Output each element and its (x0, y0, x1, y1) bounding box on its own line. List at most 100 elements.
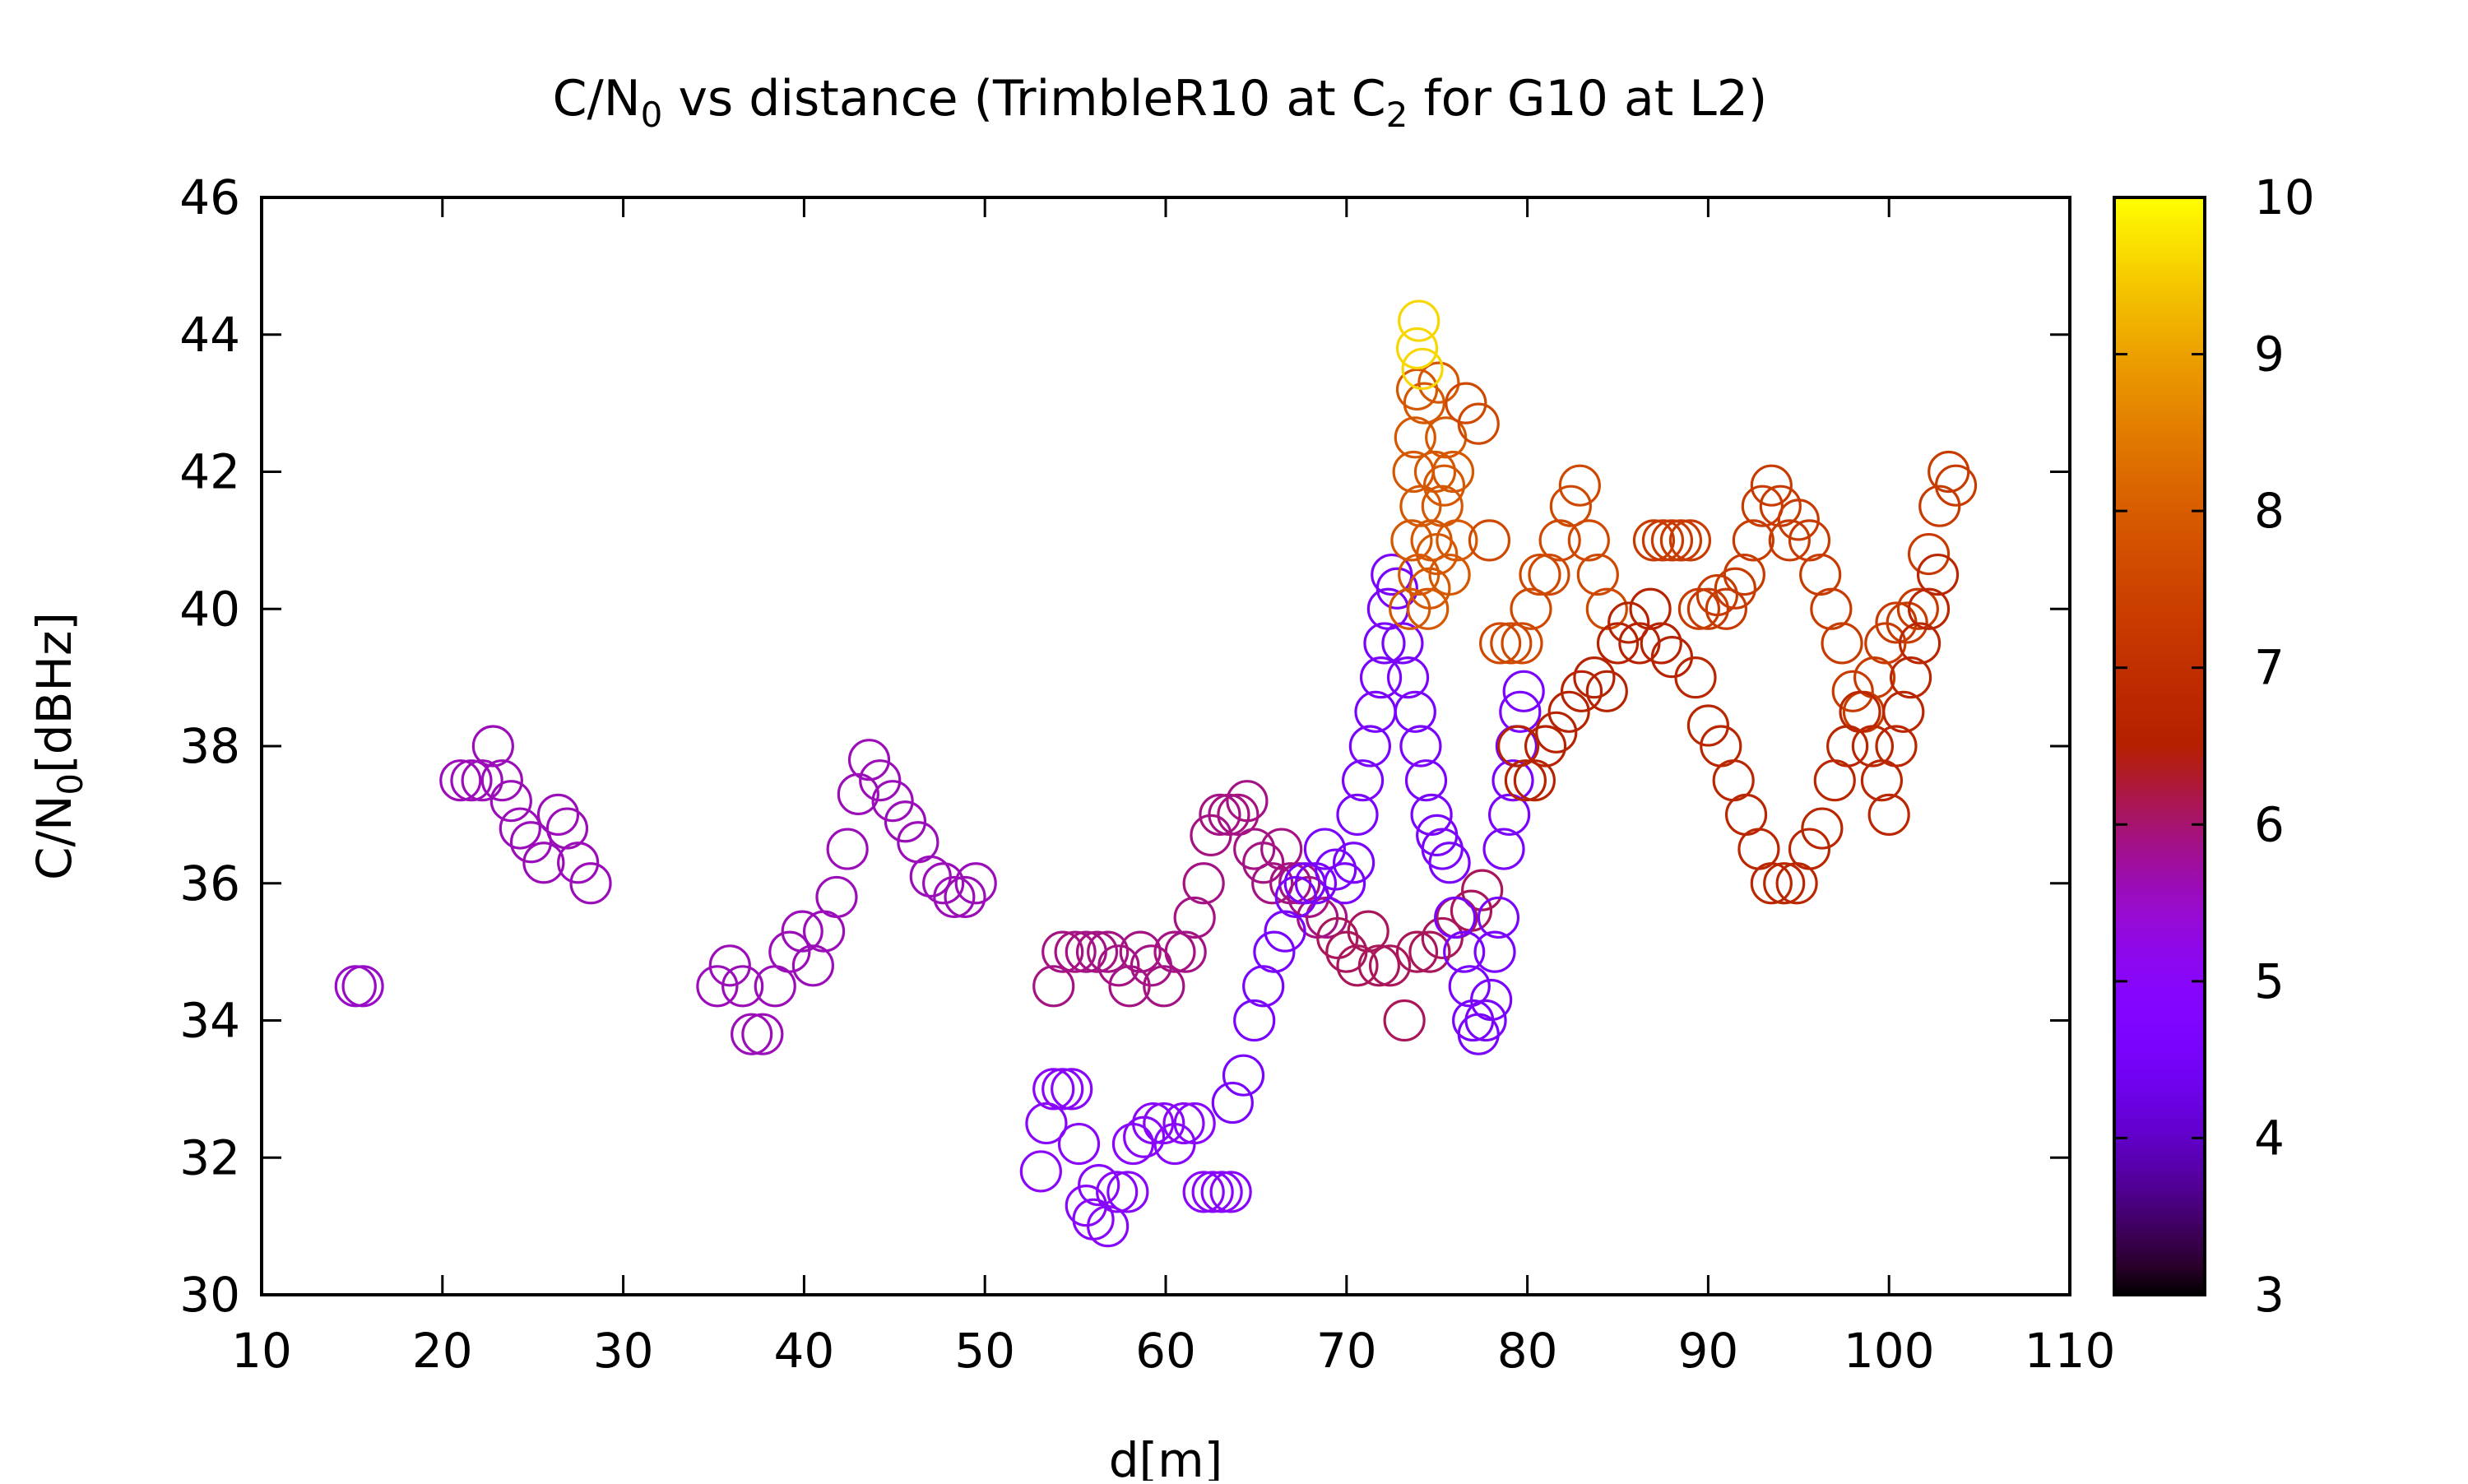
x-tick-label: 40 (773, 1323, 834, 1379)
data-point (837, 772, 879, 815)
x-tick-label: 80 (1497, 1323, 1558, 1379)
y-axis: 30 32 34 36 38 40 42 44 46 (179, 169, 2070, 1323)
data-point (1106, 1171, 1149, 1213)
data-point (1867, 793, 1910, 836)
data-point (731, 1013, 773, 1055)
data-point (1473, 930, 1516, 973)
data-point (1363, 622, 1406, 665)
data-point (1886, 601, 1928, 644)
data-point (1143, 965, 1185, 1008)
data-point (1777, 499, 1820, 541)
colorbar-tick-label: 6 (2254, 796, 2285, 852)
data-point (1810, 587, 1853, 630)
data-point (768, 930, 811, 973)
data-point (1416, 532, 1459, 576)
data-point (1499, 690, 1542, 733)
data-point (1801, 807, 1844, 850)
data-point (1032, 965, 1075, 1008)
scatter-points (334, 299, 1978, 1248)
data-point (1461, 869, 1504, 911)
data-point (847, 739, 891, 781)
colorbar-tick-label: 7 (2254, 640, 2285, 696)
data-point (1341, 759, 1385, 802)
colorbar-tick-label: 8 (2254, 483, 2285, 539)
data-point (1078, 1163, 1120, 1207)
data-point (1443, 930, 1486, 973)
data-point (341, 965, 384, 1008)
data-point (741, 1013, 784, 1055)
data-point (1750, 464, 1793, 507)
colorbar-tick-label: 4 (2254, 1110, 2285, 1166)
x-tick-label: 30 (593, 1323, 654, 1379)
x-axis: 10 20 30 40 50 60 70 80 90 100 110 (231, 197, 2115, 1379)
data-point (1153, 930, 1196, 973)
data-point (1907, 532, 1951, 576)
data-point (791, 944, 834, 987)
y-tick-label: 46 (179, 169, 240, 225)
data-point (1143, 1101, 1185, 1145)
data-point (1316, 916, 1359, 960)
data-point (1585, 670, 1628, 712)
x-tick-label: 60 (1135, 1323, 1196, 1379)
data-point (1535, 711, 1578, 754)
data-point (1359, 656, 1403, 699)
data-point (1640, 622, 1682, 665)
data-point (1567, 519, 1610, 562)
data-point (1395, 368, 1439, 411)
data-point (1336, 793, 1379, 836)
data-point (1348, 725, 1391, 768)
x-axis-label: d[m] (1109, 1432, 1223, 1481)
data-point (1632, 519, 1676, 562)
data-point (815, 875, 858, 919)
data-point (1479, 622, 1522, 665)
data-point (1407, 587, 1450, 630)
data-point (1242, 965, 1285, 1008)
data-point (1510, 587, 1552, 630)
data-point (954, 862, 997, 905)
data-point (1916, 553, 1960, 596)
data-point (1907, 587, 1951, 630)
data-point (1251, 862, 1294, 905)
data-point (1788, 519, 1831, 562)
data-point (1119, 930, 1162, 973)
colorbar-tick-label: 9 (2254, 327, 2285, 383)
data-point (1087, 930, 1130, 973)
data-point (1408, 930, 1451, 973)
data-point (1173, 1101, 1216, 1145)
data-point (1607, 601, 1650, 644)
data-point (1408, 567, 1451, 610)
data-point (1395, 930, 1439, 973)
data-point (1502, 670, 1545, 712)
data-point (1547, 690, 1590, 733)
data-point (1585, 587, 1628, 630)
data-point (1668, 519, 1712, 562)
data-point (1468, 519, 1511, 562)
data-point (1354, 690, 1397, 733)
data-point (1233, 828, 1276, 870)
y-axis-label: C/N0[dBHz] (26, 612, 90, 880)
data-point (1264, 910, 1306, 953)
x-tick-label: 110 (2025, 1323, 2116, 1379)
data-point (1162, 1101, 1205, 1145)
data-point (509, 821, 553, 864)
x-tick-label: 90 (1677, 1323, 1738, 1379)
data-point (1217, 793, 1260, 836)
data-point (1641, 519, 1685, 562)
data-point (1199, 793, 1241, 836)
data-point (1051, 1068, 1093, 1111)
y-tick-label: 34 (179, 993, 240, 1049)
data-point (1087, 1205, 1130, 1248)
data-point (1242, 842, 1285, 884)
data-point (1357, 944, 1400, 987)
colorbar (2113, 196, 2206, 1296)
data-point (1934, 464, 1978, 507)
data-point (1659, 519, 1703, 562)
data-point (1705, 587, 1747, 630)
data-point (1303, 828, 1347, 870)
data-point (1226, 780, 1269, 823)
data-point (1889, 656, 1932, 699)
y-tick-label: 32 (179, 1129, 240, 1185)
y-tick-label: 38 (179, 718, 240, 774)
data-point (826, 828, 869, 870)
